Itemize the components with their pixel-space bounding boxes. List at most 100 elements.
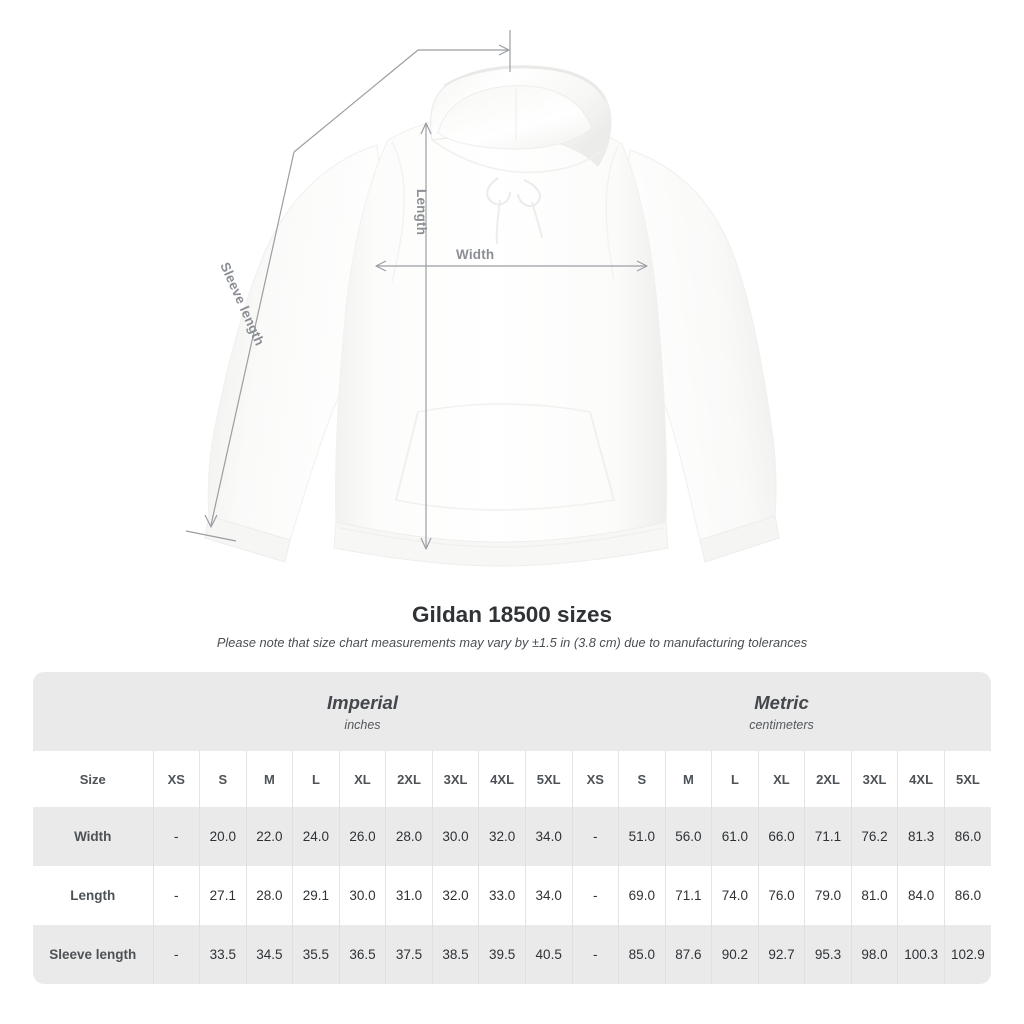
measurement-cell: 33.0 — [478, 866, 526, 925]
table-row: Length -27.1 28.0 29.1 30.0 31.0 32.0 33.0 34.0-… — [33, 866, 991, 925]
width-dimension-label: Width — [456, 247, 495, 262]
measurement-cell: 66.0 — [757, 807, 805, 866]
hood-opening — [437, 85, 593, 150]
measurement-cell: 35.5 — [292, 925, 340, 984]
size-column-header-metric-4xl: 4XL — [897, 751, 945, 807]
size-column-header-metric-m: M — [664, 751, 712, 807]
size-chart-table: Imperial inches Metric centimeters Size XS S M L… — [33, 672, 991, 984]
measurement-row-label: Sleeve length — [33, 925, 153, 984]
left-shoulder-seam — [391, 141, 405, 283]
measurement-cell: 28.0 — [385, 807, 433, 866]
measurement-cell: 30.0 — [338, 866, 386, 925]
measurement-cell: - — [152, 866, 200, 925]
measurement-cell: - — [152, 807, 200, 866]
measurement-cell: 36.5 — [338, 925, 386, 984]
measurement-cell: 84.0 — [897, 866, 945, 925]
unit-system-unit: inches — [344, 717, 381, 732]
measurement-cell: 37.5 — [385, 925, 433, 984]
neckline — [431, 139, 601, 174]
measurement-cell: 31.0 — [385, 866, 433, 925]
pocket-right-opening — [589, 411, 615, 501]
length-dimension-label: Length — [414, 189, 429, 236]
measurement-cell: 34.0 — [524, 807, 572, 866]
measurement-cell: 51.0 — [618, 807, 666, 866]
measurement-cell: 71.1 — [804, 807, 852, 866]
measurement-cell: 27.1 — [199, 866, 247, 925]
size-column-header-imperial-5xl: 5XL — [524, 751, 572, 807]
left-cuff — [204, 515, 291, 563]
measurement-cell: 79.0 — [804, 866, 852, 925]
size-header-row: Size XS S M L XL 2XL 3XL 4XL 5XL XS S M L XL 2XL 3XL 4XL 5… — [33, 751, 991, 807]
measurement-cell: 100.3 — [897, 925, 945, 984]
measurement-cell: 69.0 — [618, 866, 666, 925]
drawstring-right — [517, 179, 541, 207]
measurement-cell: 98.0 — [850, 925, 898, 984]
table-row: Sleeve length -33.5 34.5 35.5 36.5 37.5 38.5 39… — [33, 925, 991, 984]
unit-system-name: Imperial — [327, 691, 398, 713]
measurement-cell: 92.7 — [757, 925, 805, 984]
measurement-cell: 24.0 — [292, 807, 340, 866]
measurement-cell: 34.5 — [245, 925, 293, 984]
unit-system-band-row: Imperial inches Metric centimeters — [33, 672, 991, 751]
size-column-header-metric-2xl: 2XL — [804, 751, 852, 807]
measurement-cell: 74.0 — [711, 866, 759, 925]
measurement-cell: 26.0 — [338, 807, 386, 866]
hem-seam — [339, 527, 664, 548]
hood-edge — [443, 66, 607, 101]
measurement-cell: 32.0 — [431, 866, 479, 925]
size-column-header-metric-s: S — [618, 751, 666, 807]
measurement-row-label: Width — [33, 807, 153, 866]
drawstring-tail-right — [531, 201, 543, 239]
size-column-header-metric-5xl: 5XL — [943, 751, 991, 807]
size-column-header-imperial-s: S — [199, 751, 247, 807]
measurement-cell: - — [571, 807, 619, 866]
measurement-cell: 87.6 — [664, 925, 712, 984]
measurement-cell: - — [152, 925, 200, 984]
unit-system-name: Metric — [754, 691, 809, 713]
band-spacer-cell — [33, 672, 153, 751]
measurement-cell: 20.0 — [199, 807, 247, 866]
size-column-header-imperial-3xl: 3XL — [431, 751, 479, 807]
right-cuff — [699, 515, 780, 563]
measurement-cell: 85.0 — [618, 925, 666, 984]
size-column-header-metric-xl: XL — [757, 751, 805, 807]
page-title: Gildan 18500 sizes — [411, 602, 613, 627]
tolerance-note: Please note that size chart measurements… — [216, 635, 808, 650]
measurement-cell: 30.0 — [431, 807, 479, 866]
hoodie-body-group — [204, 65, 780, 567]
measurement-annotations — [185, 30, 648, 550]
measurement-cell: 40.5 — [524, 925, 572, 984]
measurement-row-label: Length — [33, 866, 153, 925]
unit-system-unit: centimeters — [749, 717, 814, 732]
size-column-header-imperial-m: M — [245, 751, 293, 807]
measurement-cell: 76.2 — [850, 807, 898, 866]
measurement-cell: 34.0 — [524, 866, 572, 925]
measurement-cell: 32.0 — [478, 807, 526, 866]
measurement-cell: 102.9 — [943, 925, 991, 984]
measurement-cell: - — [571, 866, 619, 925]
length-dimension-arrow — [420, 122, 432, 550]
measurement-cell: 76.0 — [757, 866, 805, 925]
pocket-left-opening — [395, 411, 419, 501]
size-column-header-imperial-l: L — [292, 751, 340, 807]
measurement-cell: 95.3 — [804, 925, 852, 984]
garment-illustration: Width Length Sleeve length — [185, 30, 780, 567]
table-row: Width -20.0 22.0 24.0 26.0 28.0 30.0 32.0 34.0-5… — [33, 807, 991, 866]
drawstring-tail-left — [495, 199, 501, 245]
size-column-header-metric-3xl: 3XL — [850, 751, 898, 807]
measurement-cell: 29.1 — [292, 866, 340, 925]
measurement-cell: 86.0 — [943, 866, 991, 925]
measurement-cell: 22.0 — [245, 807, 293, 866]
size-chart-table-wrapper: Imperial inches Metric centimeters Size XS S M L… — [33, 672, 991, 984]
measurement-cell: 81.0 — [850, 866, 898, 925]
width-dimension-arrow — [375, 260, 648, 272]
sleeve-length-dimension-arrow — [185, 30, 511, 542]
right-shoulder-seam — [605, 145, 619, 281]
bottom-hem — [333, 521, 669, 567]
measurement-cell: 33.5 — [199, 925, 247, 984]
measurement-cell: - — [571, 925, 619, 984]
size-column-header-imperial-4xl: 4XL — [478, 751, 526, 807]
hoodie-torso — [335, 112, 668, 552]
unit-system-cell-imperial: Imperial inches — [153, 672, 572, 751]
